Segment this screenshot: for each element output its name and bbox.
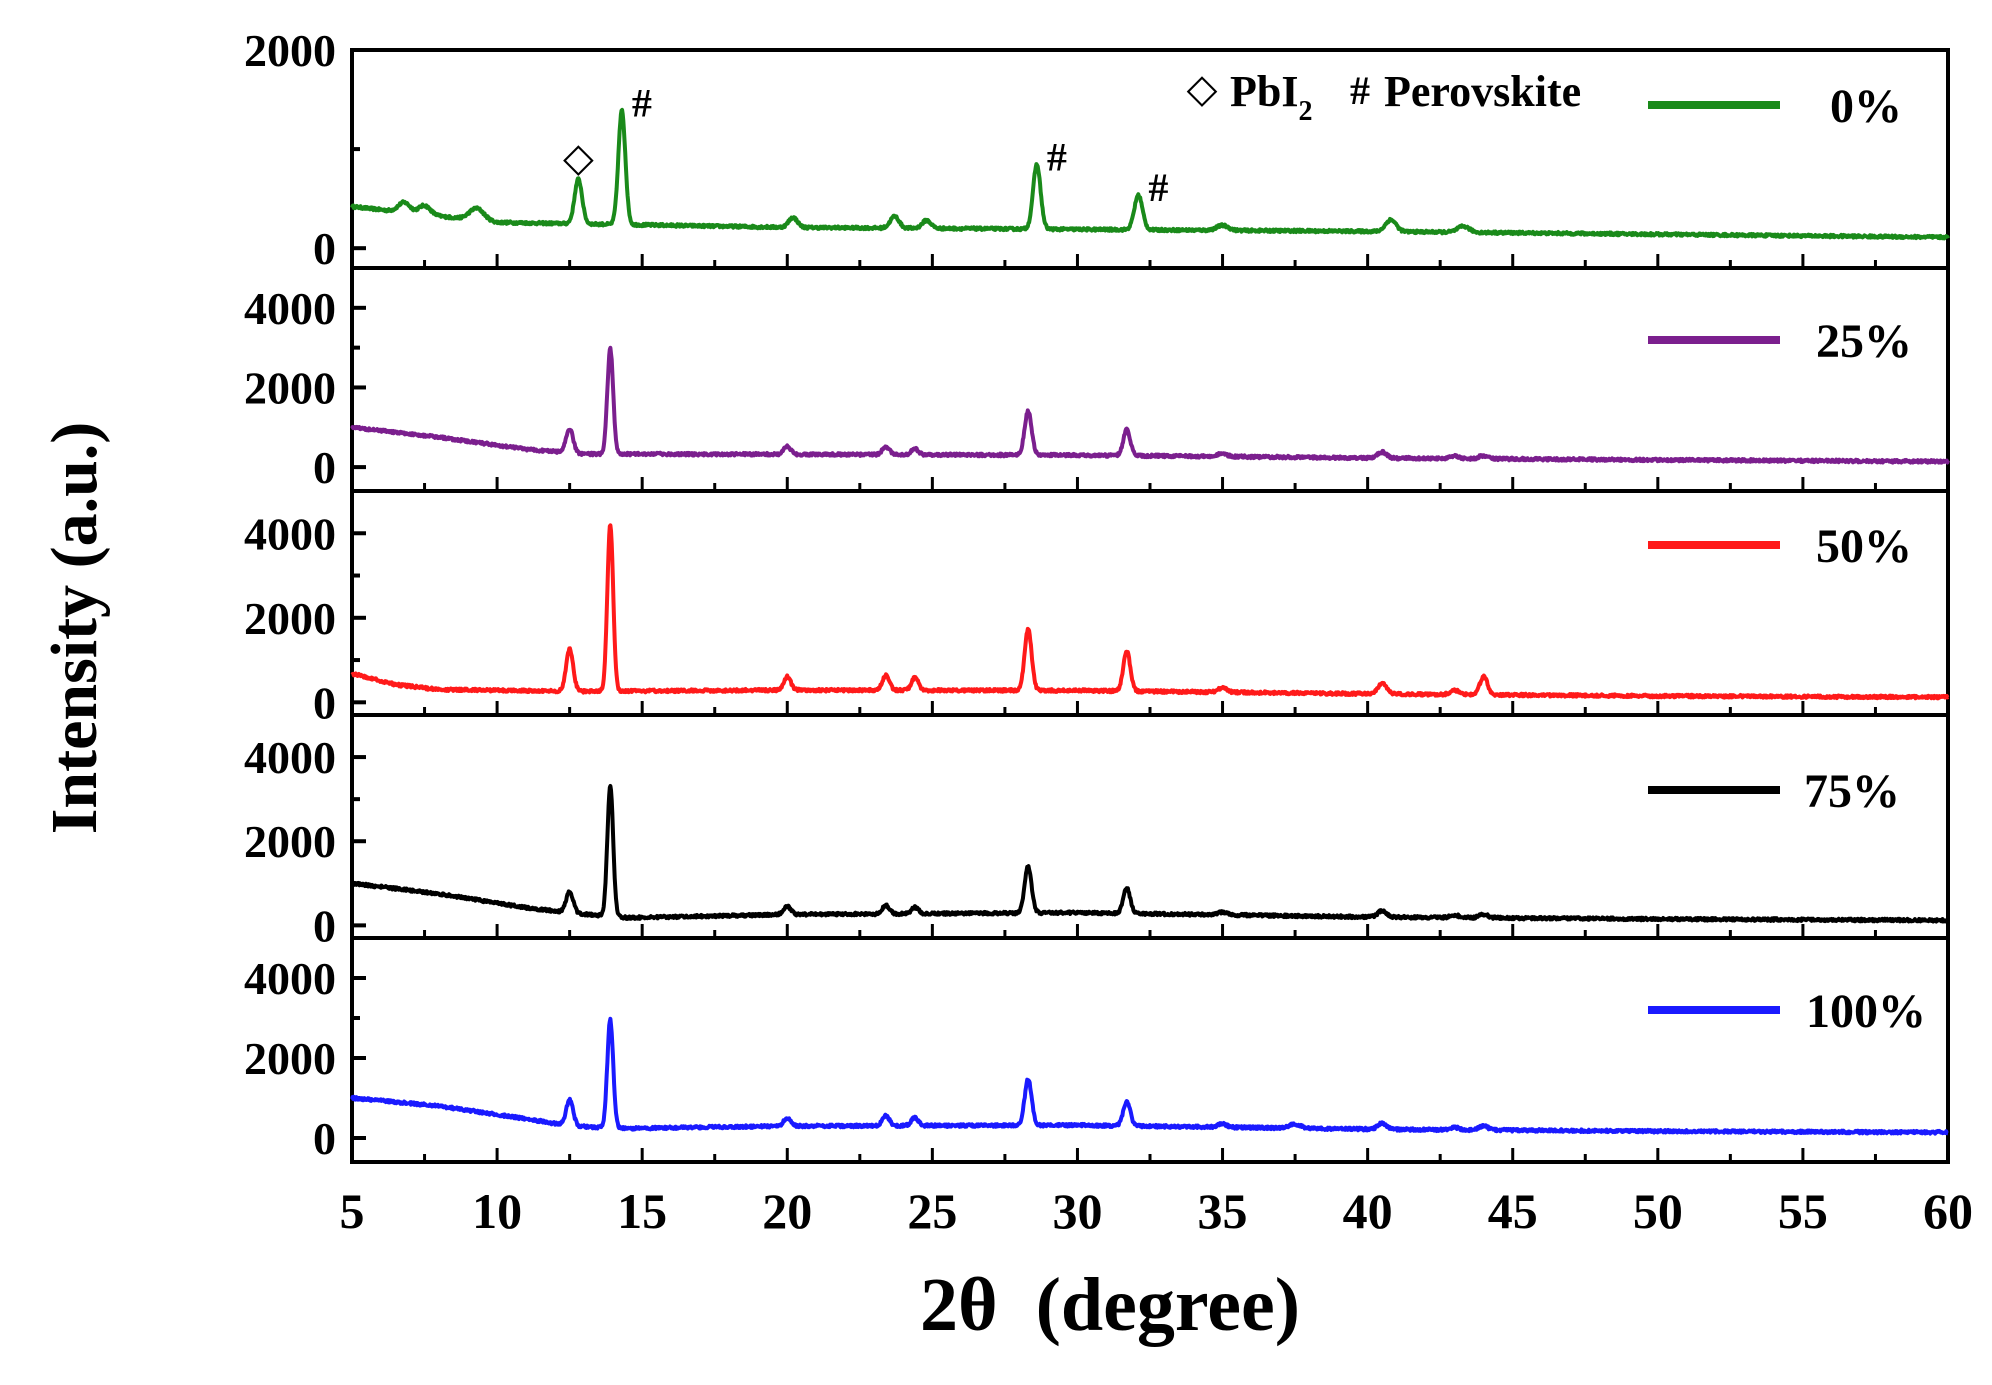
legend-label: 0% (1830, 80, 1902, 133)
legend-label: 75% (1804, 765, 1900, 818)
x-tick-label: 50 (1633, 1183, 1683, 1239)
series-line-75pct (350, 784, 1950, 924)
y-tick-label: 0 (313, 1113, 336, 1164)
panels-layer: 0 2000 0% ◇ # # #0 2000 4000 25% 0 2000 4000 50% 0 2000… (244, 25, 1950, 1164)
x-tick-label: 20 (762, 1183, 812, 1239)
y-tick-label: 4000 (244, 283, 336, 334)
perovskite-peak-marker: # (1148, 165, 1168, 210)
pbi2-peak-marker: ◇ (563, 135, 594, 180)
series-line-50pct (350, 523, 1950, 701)
x-tick-label: 45 (1488, 1183, 1538, 1239)
x-tick-label: 5 (340, 1183, 365, 1239)
perovskite-peak-marker: # (1047, 135, 1067, 180)
y-tick-label: 2000 (244, 362, 336, 413)
y-tick-label: 2000 (244, 25, 336, 76)
x-tick-label: 55 (1778, 1183, 1828, 1239)
y-tick-label: 4000 (244, 953, 336, 1004)
x-tick-label: 25 (907, 1183, 957, 1239)
y-axis-label: Intensity (a.u.) (38, 422, 111, 835)
series-line-100pct (350, 1016, 1950, 1136)
panel-3: 0 2000 4000 75% (244, 713, 1950, 951)
x-tick-label: 10 (472, 1183, 522, 1239)
x-tick-label: 15 (617, 1183, 667, 1239)
y-tick-label: 0 (313, 900, 336, 951)
pbi2-label-subscript: 2 (1298, 96, 1312, 127)
panel-1: 0 2000 4000 25% (244, 266, 1950, 493)
x-axis: 5 10 15 20 25 30 35 40 45 50 55 60 (340, 1183, 1974, 1239)
perovskite-label: Perovskite (1384, 67, 1581, 116)
pbi2-label-text: PbI (1230, 67, 1298, 116)
y-tick-label: 0 (313, 223, 336, 274)
panel-0: 0 2000 0% ◇ # # # (244, 25, 1950, 274)
panel-frame (350, 489, 1950, 717)
panel-frame (350, 713, 1950, 940)
legend-label: 25% (1816, 315, 1912, 368)
x-tick-label: 30 (1052, 1183, 1102, 1239)
pbi2-symbol: ◇ (1187, 66, 1218, 111)
pbi2-label: PbI2 (1230, 67, 1312, 127)
perovskite-symbol: # (1350, 68, 1370, 113)
x-tick-label: 35 (1198, 1183, 1248, 1239)
panel-2: 0 2000 4000 50% (244, 489, 1950, 728)
series-line-0pct (350, 107, 1950, 241)
y-tick-label: 2000 (244, 1033, 336, 1084)
y-tick-label: 2000 (244, 593, 336, 644)
legend-label: 100% (1806, 985, 1926, 1038)
y-tick-label: 4000 (244, 732, 336, 783)
x-tick-label: 60 (1923, 1183, 1973, 1239)
perovskite-peak-marker: # (632, 81, 652, 126)
x-axis-label: 2θ (degree) (920, 1263, 1300, 1347)
series-line-25pct (350, 345, 1950, 465)
panel-4: 0 2000 4000 100% (244, 936, 1950, 1164)
x-tick-label: 40 (1343, 1183, 1393, 1239)
y-tick-label: 0 (313, 442, 336, 493)
y-tick-label: 4000 (244, 508, 336, 559)
phase-legend: ◇ PbI2 # Perovskite (1187, 66, 1582, 127)
y-tick-label: 2000 (244, 816, 336, 867)
y-tick-label: 0 (313, 677, 336, 728)
legend-label: 50% (1816, 520, 1912, 573)
